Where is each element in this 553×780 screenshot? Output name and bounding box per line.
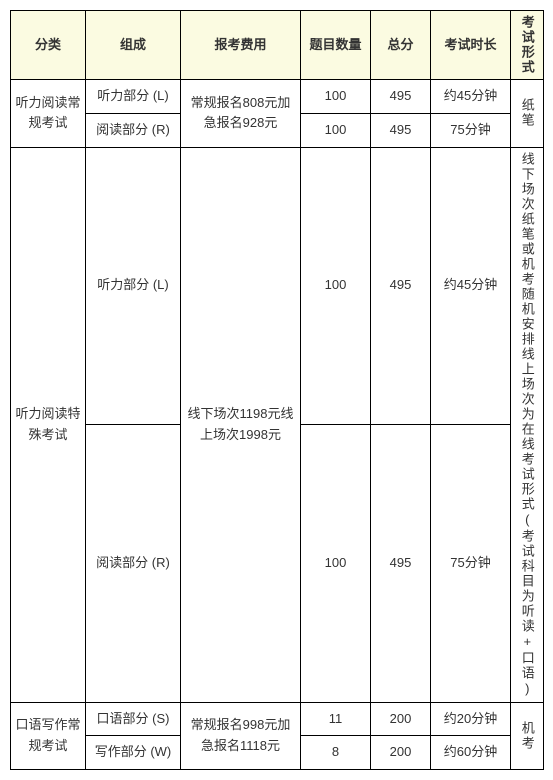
cell-form-lr-regular: 纸笔: [511, 80, 544, 148]
table-header-row: 分类 组成 报考费用 题目数量 总分 考试时长 考试形式: [11, 11, 544, 80]
cell-duration: 约20分钟: [431, 702, 511, 736]
header-duration: 考试时长: [431, 11, 511, 80]
header-category: 分类: [11, 11, 86, 80]
cell-qty: 11: [301, 702, 371, 736]
cell-category-lr-special: 听力阅读特殊考试: [11, 147, 86, 702]
cell-fee-lr-regular: 常规报名808元加急报名928元: [181, 80, 301, 148]
cell-duration: 约45分钟: [431, 80, 511, 114]
header-form: 考试形式: [511, 11, 544, 80]
cell-score: 200: [371, 702, 431, 736]
cell-qty: 100: [301, 80, 371, 114]
cell-fee-sw-regular: 常规报名998元加急报名1118元: [181, 702, 301, 770]
cell-reading: 阅读部分 (R): [86, 113, 181, 147]
cell-reading: 阅读部分 (R): [86, 425, 181, 703]
cell-score: 495: [371, 80, 431, 114]
cell-score: 495: [371, 425, 431, 703]
cell-score: 200: [371, 736, 431, 770]
cell-duration: 约45分钟: [431, 147, 511, 425]
cell-listening: 听力部分 (L): [86, 147, 181, 425]
header-composition: 组成: [86, 11, 181, 80]
header-question-count: 题目数量: [301, 11, 371, 80]
table-row: 口语写作常规考试 口语部分 (S) 常规报名998元加急报名1118元 11 2…: [11, 702, 544, 736]
exam-fee-table: 分类 组成 报考费用 题目数量 总分 考试时长 考试形式 听力阅读常规考试 听力…: [10, 10, 544, 770]
cell-duration: 75分钟: [431, 113, 511, 147]
header-fee: 报考费用: [181, 11, 301, 80]
cell-form-lr-special: 线下场次纸笔或机考随机安排线上场次为在线考试形式(考试科目为听读+口语): [511, 147, 544, 702]
cell-score: 495: [371, 147, 431, 425]
cell-duration: 约60分钟: [431, 736, 511, 770]
cell-qty: 100: [301, 425, 371, 703]
cell-qty: 8: [301, 736, 371, 770]
cell-listening: 听力部分 (L): [86, 80, 181, 114]
cell-writing: 写作部分 (W): [86, 736, 181, 770]
cell-duration: 75分钟: [431, 425, 511, 703]
cell-category-lr-regular: 听力阅读常规考试: [11, 80, 86, 148]
cell-category-sw-regular: 口语写作常规考试: [11, 702, 86, 770]
cell-speaking: 口语部分 (S): [86, 702, 181, 736]
table-row: 听力阅读特殊考试 听力部分 (L) 线下场次1198元线上场次1998元 100…: [11, 147, 544, 425]
cell-score: 495: [371, 113, 431, 147]
cell-fee-lr-special: 线下场次1198元线上场次1998元: [181, 147, 301, 702]
header-total-score: 总分: [371, 11, 431, 80]
cell-form-sw-regular: 机考: [511, 702, 544, 770]
cell-qty: 100: [301, 113, 371, 147]
cell-qty: 100: [301, 147, 371, 425]
table-row: 听力阅读常规考试 听力部分 (L) 常规报名808元加急报名928元 100 4…: [11, 80, 544, 114]
